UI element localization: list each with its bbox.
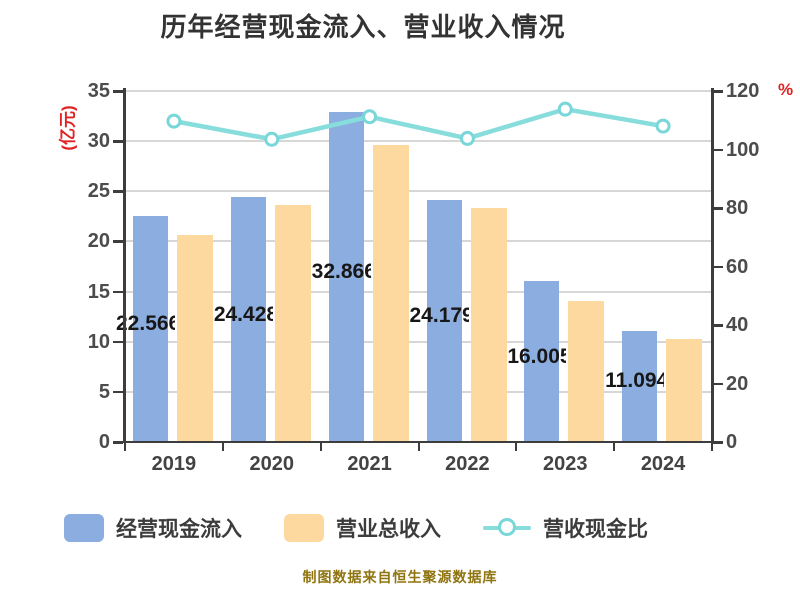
chart-title: 历年经营现金流入、营业收入情况: [160, 12, 566, 42]
gridline: [125, 90, 712, 92]
left-axis-spine: [123, 88, 126, 442]
gridline: [125, 340, 712, 343]
data-source-footnote: 制图数据来自恒生聚源数据库: [302, 569, 498, 585]
y-axis-tick-label: 25: [87, 180, 110, 203]
y-axis-tick-label: 100: [726, 138, 760, 161]
x-axis-tick: [515, 442, 518, 451]
y-axis-tick: [113, 390, 123, 394]
x-axis-tick-label: 2020: [249, 453, 294, 475]
x-axis-tick: [221, 442, 224, 451]
y-axis-tick: [113, 290, 123, 294]
y-axis-tick-label: 0: [726, 431, 738, 453]
gridline: [125, 240, 712, 243]
y-axis-tick-label: 35: [87, 80, 110, 102]
bar-total-revenue: [274, 205, 311, 442]
x-axis-tick: [711, 442, 713, 451]
right-axis-unit-label: %: [778, 80, 794, 99]
ratio-marker: [459, 130, 475, 146]
legend: 经营现金流入 营业总收入 营收现金比: [0, 513, 800, 543]
bar-total-revenue: [568, 300, 605, 442]
y-axis-tick: [713, 265, 723, 268]
legend-label-cash-inflow: 经营现金流入: [116, 518, 242, 541]
y-axis-tick: [713, 441, 723, 444]
legend-label-total-revenue: 营业总收入: [336, 518, 441, 541]
legend-line-marker-icon: [483, 514, 531, 542]
gridline: [125, 290, 712, 293]
x-axis-tick: [417, 442, 420, 451]
bar-total-revenue: [177, 235, 213, 442]
x-axis-tick-label: 2019: [151, 453, 197, 475]
legend-label-cash-ratio: 营收现金比: [543, 518, 648, 541]
y-axis-tick-label: 120: [726, 80, 760, 102]
y-axis-tick: [113, 140, 123, 143]
bar-value-label: 22.566: [116, 311, 175, 335]
legend-swatch-cash-inflow: [64, 514, 104, 542]
y-axis-tick: [113, 441, 123, 444]
y-axis-tick: [113, 240, 123, 243]
x-axis-tick: [124, 442, 126, 451]
ratio-line: [171, 106, 666, 142]
bar-total-revenue: [470, 208, 507, 442]
bar-value-label: 32.866: [311, 260, 371, 284]
bar-total-revenue: [666, 338, 703, 442]
bar-cash-inflow: [328, 112, 364, 442]
y-axis-tick-label: 20: [726, 372, 749, 395]
y-axis-tick-label: 15: [87, 280, 110, 303]
y-axis-tick-label: 60: [726, 255, 749, 278]
x-axis-tick-label: 2022: [445, 453, 490, 475]
gridline: [125, 140, 712, 143]
x-axis-tick: [319, 442, 322, 451]
y-axis-tick-label: 30: [87, 130, 110, 153]
y-axis-tick: [113, 190, 123, 193]
legend-swatch-total-revenue: [284, 514, 324, 542]
ratio-marker: [166, 113, 182, 129]
ratio-marker: [362, 109, 378, 125]
ratio-marker: [655, 118, 671, 134]
y-axis-tick: [713, 324, 723, 327]
x-axis-tick-label: 2024: [640, 453, 686, 475]
y-axis-tick: [713, 90, 723, 93]
y-axis-tick-label: 20: [87, 230, 110, 253]
gridline: [125, 190, 712, 193]
bar-cash-inflow: [524, 281, 560, 442]
bar-value-label: 24.179: [409, 303, 469, 327]
x-axis-tick-label: 2023: [542, 453, 588, 475]
x-axis-tick-label: 2021: [347, 453, 392, 475]
gridline: [125, 390, 712, 393]
y-axis-tick: [713, 148, 723, 151]
y-axis-tick-label: 0: [98, 431, 110, 453]
x-axis-spine: [123, 440, 714, 443]
ratio-marker: [557, 101, 573, 117]
y-axis-tick-label: 80: [726, 197, 749, 219]
legend-item-total-revenue: 营业总收入: [284, 513, 441, 543]
y-axis-tick-label: 5: [98, 380, 110, 403]
y-axis-tick: [713, 207, 723, 210]
y-axis-tick: [113, 90, 123, 93]
legend-item-cash-ratio: 营收现金比: [483, 513, 648, 543]
y-axis-tick-label: 10: [87, 330, 110, 353]
right-axis-spine: [711, 88, 714, 442]
bar-total-revenue: [372, 145, 409, 442]
bar-cash-inflow: [426, 199, 462, 442]
bar-value-label: 16.005: [507, 344, 567, 368]
x-axis-tick: [613, 442, 616, 451]
y-axis-tick: [113, 340, 123, 344]
bar-cash-inflow: [230, 197, 266, 442]
bar-cash-inflow: [622, 330, 658, 442]
legend-item-cash-inflow: 经营现金流入: [64, 513, 242, 543]
y-axis-tick: [713, 382, 723, 385]
bar-value-label: 24.428: [213, 302, 273, 326]
bar-value-label: 11.094: [605, 369, 665, 393]
y-axis-tick-label: 40: [726, 314, 749, 336]
bar-cash-inflow: [133, 215, 168, 442]
